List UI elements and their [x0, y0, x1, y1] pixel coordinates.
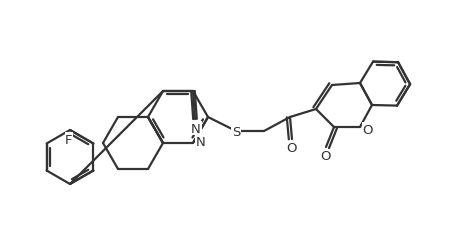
Text: O: O: [362, 123, 372, 136]
Text: F: F: [65, 133, 73, 146]
Text: O: O: [320, 150, 330, 163]
Text: N: N: [190, 122, 201, 135]
Text: N: N: [196, 136, 206, 149]
Text: S: S: [231, 125, 240, 138]
Text: O: O: [286, 142, 297, 155]
